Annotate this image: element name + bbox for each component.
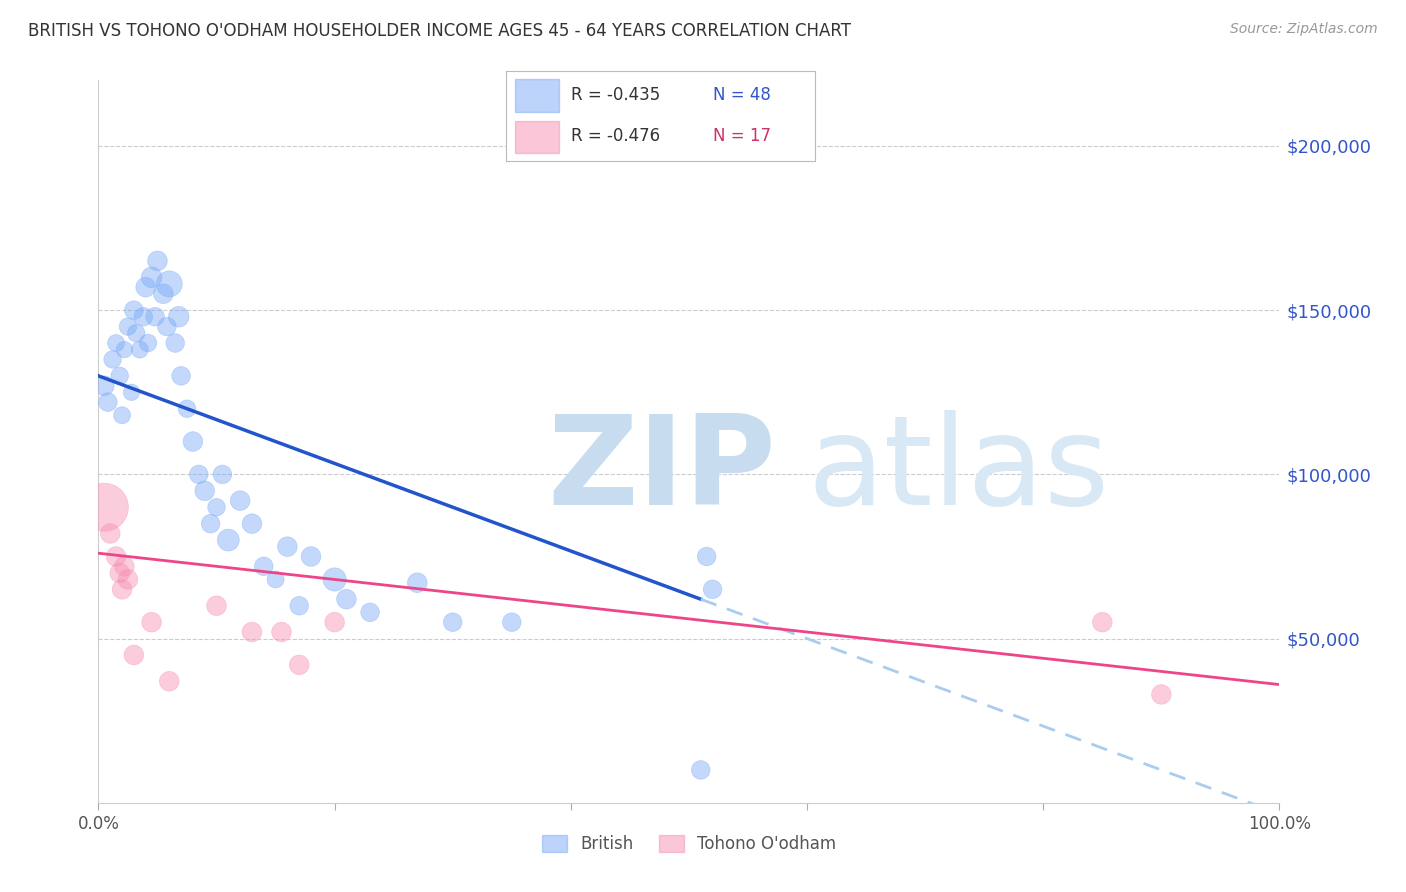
- Point: [128, 343, 150, 357]
- Bar: [516, 121, 558, 153]
- Legend: British, Tohono O'odham: British, Tohono O'odham: [536, 828, 842, 860]
- Point: [105, 549, 128, 564]
- Text: ZIP: ZIP: [547, 410, 776, 531]
- Point: [441, 615, 464, 630]
- Point: [170, 368, 193, 383]
- Point: [121, 385, 143, 400]
- Text: N = 17: N = 17: [713, 128, 772, 145]
- Point: [117, 573, 139, 587]
- Bar: [516, 79, 558, 112]
- Point: [165, 336, 187, 351]
- Point: [146, 253, 169, 268]
- Point: [143, 310, 166, 324]
- Point: [93, 378, 115, 392]
- Point: [240, 625, 263, 640]
- Point: [157, 277, 180, 291]
- Point: [205, 500, 228, 515]
- Text: atlas: atlas: [807, 410, 1109, 531]
- Text: N = 48: N = 48: [713, 87, 772, 104]
- Point: [323, 573, 346, 587]
- Point: [157, 674, 180, 689]
- Point: [112, 559, 135, 574]
- Point: [299, 549, 322, 564]
- Point: [276, 540, 298, 554]
- Point: [117, 319, 139, 334]
- Point: [122, 648, 145, 662]
- Point: [97, 395, 120, 409]
- Point: [264, 573, 287, 587]
- Point: [108, 368, 131, 383]
- Point: [132, 310, 155, 324]
- Point: [167, 310, 190, 324]
- Point: [253, 559, 276, 574]
- Point: [1091, 615, 1114, 630]
- Point: [323, 615, 346, 630]
- Point: [200, 516, 222, 531]
- Point: [406, 575, 429, 590]
- Point: [152, 286, 174, 301]
- Point: [136, 336, 159, 351]
- Point: [125, 326, 148, 341]
- Text: Source: ZipAtlas.com: Source: ZipAtlas.com: [1230, 22, 1378, 37]
- Point: [288, 599, 311, 613]
- Point: [696, 549, 718, 564]
- Point: [112, 343, 135, 357]
- Point: [156, 319, 179, 334]
- Point: [135, 280, 157, 294]
- Point: [335, 592, 357, 607]
- Text: R = -0.435: R = -0.435: [571, 87, 661, 104]
- Point: [108, 566, 131, 580]
- Point: [270, 625, 292, 640]
- Point: [288, 657, 311, 672]
- Point: [101, 352, 124, 367]
- Point: [141, 615, 163, 630]
- Point: [93, 500, 115, 515]
- Point: [501, 615, 523, 630]
- Point: [211, 467, 233, 482]
- Point: [122, 303, 145, 318]
- Point: [240, 516, 263, 531]
- Point: [217, 533, 239, 547]
- Point: [702, 582, 724, 597]
- Text: BRITISH VS TOHONO O'ODHAM HOUSEHOLDER INCOME AGES 45 - 64 YEARS CORRELATION CHAR: BRITISH VS TOHONO O'ODHAM HOUSEHOLDER IN…: [28, 22, 851, 40]
- Point: [181, 434, 204, 449]
- Point: [111, 409, 134, 423]
- Point: [105, 336, 128, 351]
- Point: [205, 599, 228, 613]
- Point: [141, 270, 163, 285]
- Point: [111, 582, 134, 597]
- Point: [1150, 687, 1173, 701]
- Point: [689, 763, 711, 777]
- Point: [194, 483, 217, 498]
- Text: R = -0.476: R = -0.476: [571, 128, 661, 145]
- Point: [187, 467, 209, 482]
- Point: [359, 605, 381, 619]
- Point: [176, 401, 198, 416]
- Point: [229, 493, 252, 508]
- Point: [98, 526, 121, 541]
